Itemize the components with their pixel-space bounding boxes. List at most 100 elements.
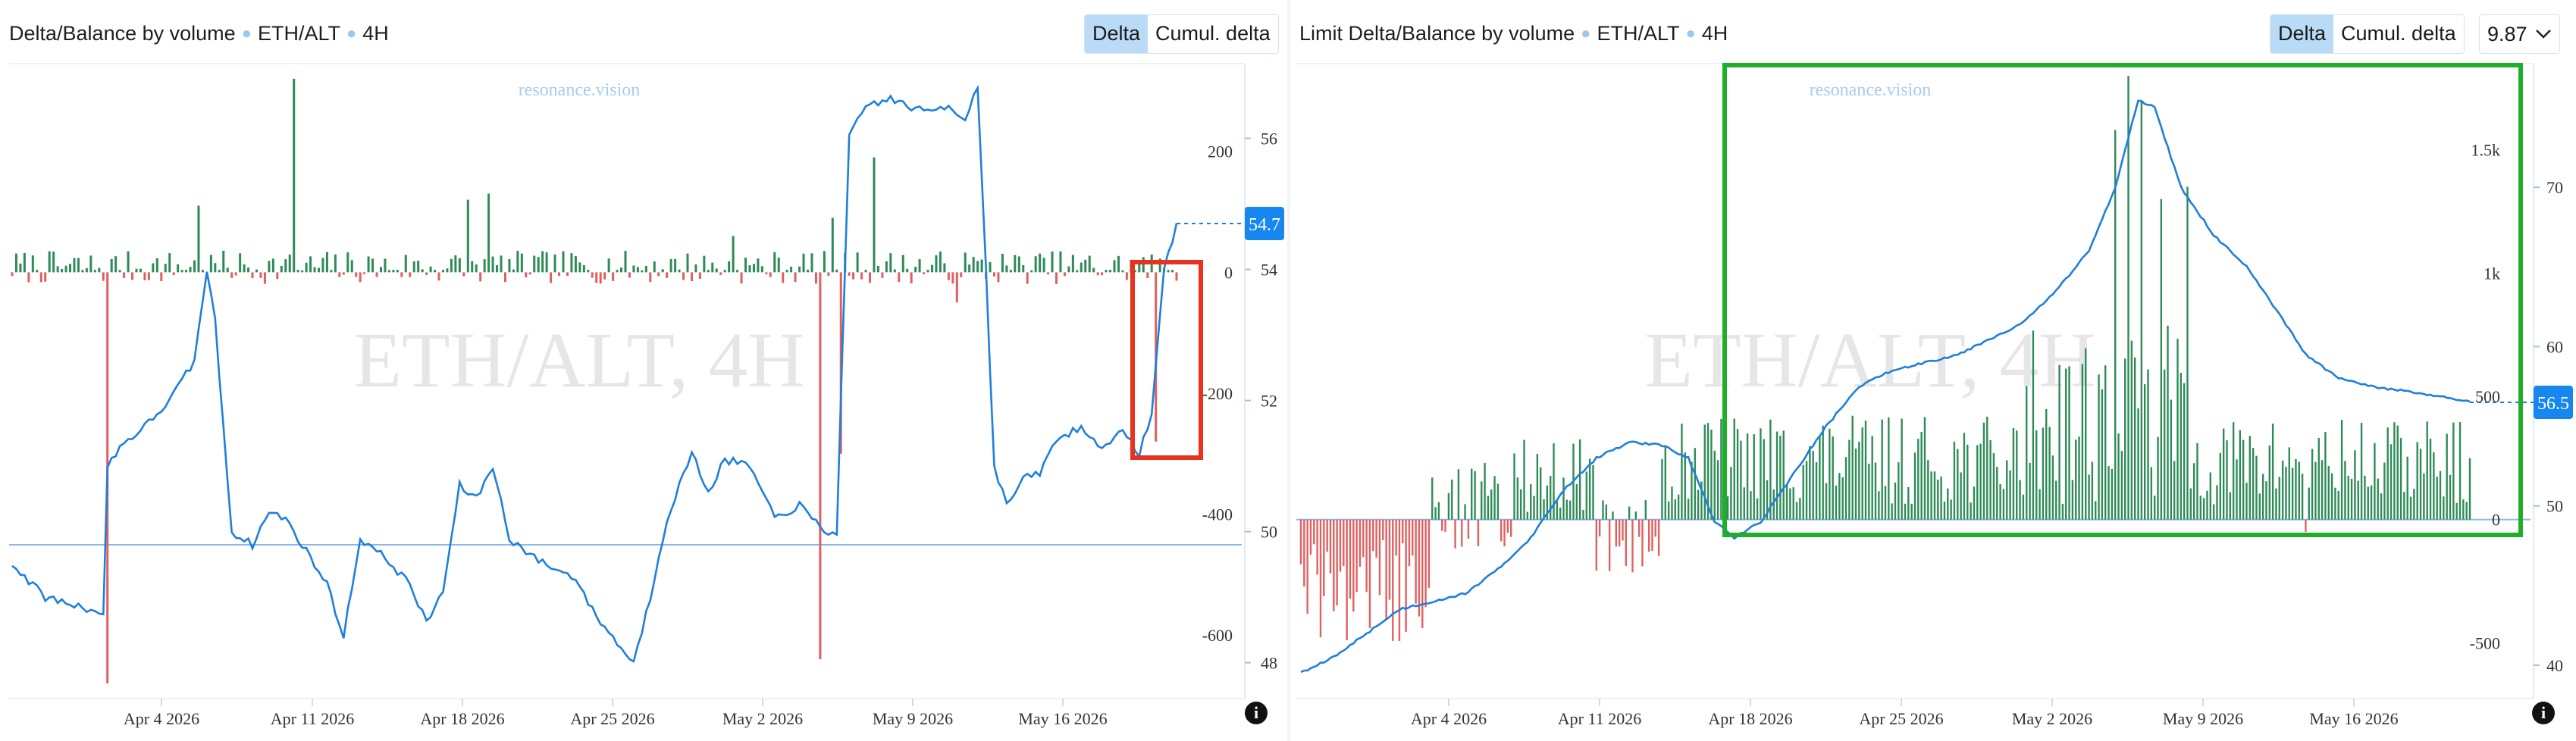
toggle-delta[interactable]: Delta [1085, 15, 1149, 53]
delta-bar [2403, 492, 2405, 520]
delta-tick-label: -400 [1202, 505, 1233, 524]
delta-bar [2039, 489, 2041, 520]
delta-bar [1622, 519, 1624, 541]
delta-bar [612, 272, 615, 281]
delta-bar [1667, 501, 1670, 520]
delta-bar [2189, 488, 2192, 520]
x-tick-label: Apr 4 2026 [124, 709, 199, 728]
delta-bar [2423, 473, 2425, 520]
delta-bar [1618, 519, 1621, 547]
delta-bar [1763, 439, 1765, 520]
delta-bar [1421, 519, 1424, 629]
delta-bar [1333, 519, 1335, 611]
delta-bar [412, 261, 415, 273]
delta-bar [1559, 507, 1562, 520]
delta-bar [2219, 452, 2221, 520]
threshold-select[interactable]: 9.87 [2479, 14, 2560, 54]
delta-bar [127, 251, 130, 273]
delta-bar [197, 205, 200, 273]
delta-bar [1158, 258, 1161, 273]
delta-bar [1868, 463, 1870, 520]
delta-bar [570, 253, 573, 273]
delta-bar [466, 199, 469, 273]
delta-bar [48, 251, 51, 273]
delta-bar [1001, 253, 1004, 273]
delta-bar [321, 258, 324, 273]
delta-bar [1838, 473, 1841, 520]
delta-bar [2419, 449, 2422, 520]
delta-bar [1142, 257, 1145, 273]
delta-bar [910, 272, 913, 283]
delta-bar [1343, 519, 1345, 567]
delta-bar [2354, 450, 2356, 520]
delta-bar [1402, 519, 1404, 544]
delta-bar [599, 272, 602, 284]
delta-tick-label: 500 [2475, 387, 2500, 406]
delta-bar [951, 272, 954, 284]
delta-bar [1769, 419, 1772, 520]
delta-bar [1785, 483, 1788, 520]
chart-area[interactable]: ETH/ALT, 4H resonance.vision 54.7 200 0 -200 -… [0, 0, 1287, 741]
delta-bar [1992, 453, 1995, 520]
delta-bar [1999, 484, 2001, 520]
delta-bar [2091, 461, 2094, 520]
delta-bar [2202, 498, 2205, 520]
delta-bar [943, 263, 946, 273]
delta-bar [2452, 422, 2455, 520]
delta-bar [2374, 442, 2376, 520]
delta-bar [2085, 348, 2087, 520]
delta-bar [2058, 364, 2060, 520]
delta-bar [1835, 485, 1838, 520]
delta-bar [520, 253, 523, 273]
delta-bar [1884, 486, 1887, 520]
toggle-delta[interactable]: Delta [2270, 15, 2334, 53]
delta-bar [2337, 490, 2339, 520]
delta-bar [1647, 519, 1650, 552]
delta-bar [1125, 272, 1128, 280]
toggle-cumul-delta[interactable]: Cumul. delta [1148, 15, 1278, 53]
delta-bar [1362, 519, 1365, 558]
delta-bar [537, 257, 540, 273]
delta-bar [1851, 415, 1854, 520]
info-icon[interactable]: i [1245, 702, 1268, 724]
delta-bar [2429, 438, 2432, 520]
delta-bar [2305, 519, 2307, 532]
delta-bar [2114, 130, 2117, 520]
delta-bar [798, 266, 801, 273]
delta-bar [2160, 199, 2163, 520]
delta-bar [752, 264, 755, 273]
delta-bar [98, 267, 101, 273]
delta-bar [1775, 431, 1778, 520]
panel-title: Delta/Balance by volume [9, 21, 236, 45]
toggle-cumul-delta[interactable]: Cumul. delta [2333, 15, 2464, 53]
delta-bar [143, 272, 146, 280]
delta-bar [2386, 427, 2389, 520]
delta-bar [429, 266, 432, 273]
delta-bar [2367, 486, 2369, 520]
delta-bar [1841, 477, 1844, 520]
delta-bar [2370, 485, 2373, 520]
delta-bar [36, 270, 39, 273]
delta-bar [935, 255, 938, 273]
delta-bar [690, 272, 693, 281]
delta-bar [512, 269, 515, 273]
delta-bar [2124, 358, 2126, 520]
delta-bar [2393, 422, 2396, 520]
delta-bar [2468, 458, 2471, 520]
delta-bar [1405, 519, 1407, 632]
delta-bar [1059, 251, 1062, 273]
delta-bar [1782, 430, 1785, 520]
delta-bar [661, 269, 664, 273]
delta-bar [441, 270, 444, 273]
info-icon[interactable]: i [2532, 702, 2555, 724]
delta-bar [868, 272, 872, 283]
delta-bar [636, 267, 639, 273]
chart-area[interactable]: ETH/ALT, 4Hresonance.vision56.51.5k1k500… [1290, 0, 2576, 741]
delta-bar [2285, 466, 2287, 520]
delta-bar [760, 266, 763, 273]
delta-bar [972, 257, 975, 273]
delta-bar [1720, 418, 1722, 520]
delta-bar [1092, 267, 1095, 273]
delta-tick-label: -200 [1202, 384, 1233, 403]
delta-bar [417, 261, 420, 273]
